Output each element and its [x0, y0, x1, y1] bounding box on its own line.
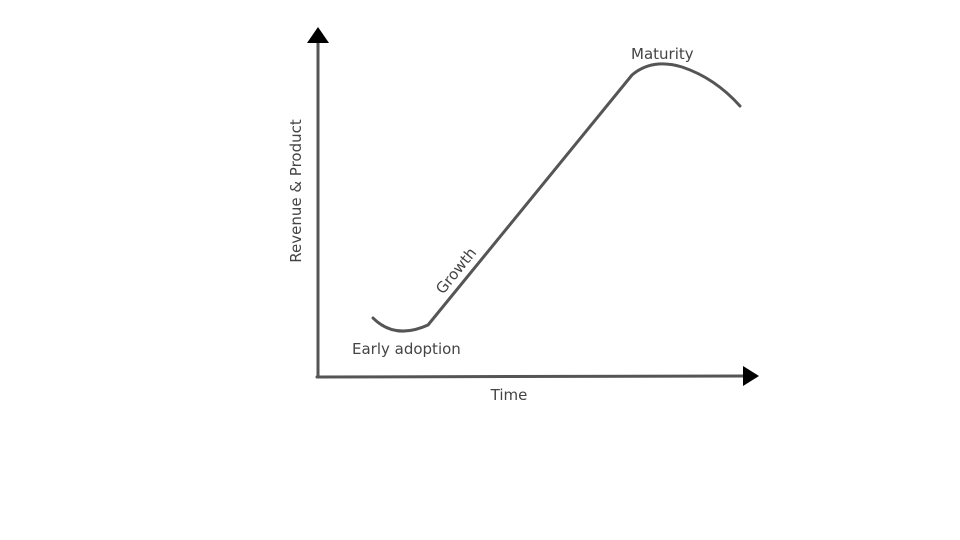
x-axis-label: Time — [490, 386, 528, 404]
lifecycle-curve — [371, 62, 742, 333]
stage-label-maturity: Maturity — [631, 45, 694, 63]
y-axis-arrow-icon — [307, 27, 329, 43]
x-axis-line — [315, 374, 748, 379]
y-axis-label: Revenue & Product — [287, 119, 305, 263]
x-axis-arrow-icon — [743, 366, 759, 386]
stage-label-early-adoption: Early adoption — [352, 340, 461, 358]
